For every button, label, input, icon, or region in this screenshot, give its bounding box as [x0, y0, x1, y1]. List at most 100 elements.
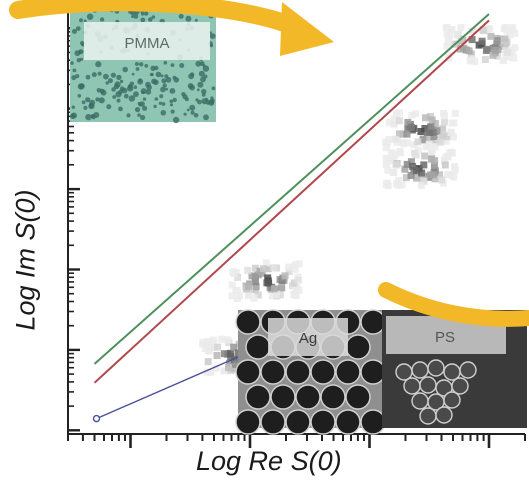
density-cell: [295, 260, 303, 268]
pmma-particle: [184, 97, 189, 102]
density-cell: [509, 26, 517, 34]
pmma-particle: [72, 68, 77, 73]
pmma-particle: [185, 15, 192, 22]
pmma-particle: [90, 114, 96, 119]
pmma-particle: [77, 83, 85, 90]
yellow-arrow-top: [9, 0, 334, 56]
ps-particle: [459, 361, 477, 379]
pmma-particle: [83, 19, 87, 23]
pmma-particle: [151, 15, 156, 19]
density-cell: [385, 118, 393, 126]
density-cell: [230, 343, 238, 351]
density-cell: [230, 270, 238, 277]
density-cell: [213, 352, 221, 359]
pmma-particle: [85, 97, 91, 103]
density-cell: [220, 350, 228, 358]
density-cell: [269, 292, 276, 300]
ag-inset: Ag: [235, 309, 386, 435]
density-cell: [395, 177, 402, 184]
ps-particle: [451, 377, 469, 395]
pmma-particle: [119, 79, 124, 84]
pmma-particle: [205, 99, 211, 105]
pmma-particle: [77, 94, 82, 98]
density-cell: [382, 154, 390, 162]
pmma-particle: [195, 60, 202, 67]
density-cell: [264, 265, 272, 273]
pmma-particle: [170, 63, 175, 67]
pmma-particle: [70, 61, 74, 65]
density-cell: [468, 36, 476, 44]
density-cell: [444, 153, 452, 161]
pmma-particle: [160, 110, 167, 116]
density-cell: [295, 286, 303, 294]
density-cell: [229, 364, 237, 372]
density-cell: [391, 135, 399, 143]
pmma-particle: [141, 90, 145, 95]
density-cell: [418, 169, 426, 177]
pmma-particle: [146, 84, 152, 91]
density-cell: [254, 291, 262, 299]
pmma-particle: [107, 78, 113, 84]
density-cell: [392, 110, 400, 118]
ag-particle: [295, 384, 321, 410]
pmma-particle: [134, 107, 141, 113]
density-cell: [412, 110, 420, 118]
ps-particle: [411, 361, 429, 379]
pmma-particle: [100, 89, 107, 96]
yellow-arrow-bottom: [378, 282, 529, 327]
density-cell: [407, 124, 415, 131]
pmma-particle: [85, 113, 92, 121]
density-cell: [443, 42, 451, 50]
pmma-particle: [137, 113, 141, 117]
pmma-particle: [188, 73, 195, 80]
ps-particle: [395, 363, 413, 381]
pmma-particle: [186, 108, 190, 112]
density-cell: [420, 161, 428, 169]
ps-particle: [419, 407, 437, 425]
pmma-particle: [159, 94, 164, 99]
density-cell: [489, 51, 497, 59]
pmma-particle: [210, 96, 214, 100]
density-cell: [390, 169, 398, 176]
density-cell: [506, 53, 514, 61]
density-cell: [278, 284, 286, 292]
density-cell: [501, 35, 509, 43]
density-cell: [396, 148, 404, 155]
density-cell: [468, 55, 476, 63]
ag-particle: [310, 359, 336, 385]
pmma-particle: [139, 62, 144, 67]
pmma-particle: [196, 88, 200, 92]
density-cell: [447, 171, 455, 179]
density-cell: [511, 44, 519, 52]
pmma-particle: [118, 106, 123, 112]
density-cell: [205, 338, 212, 345]
density-cell: [419, 136, 427, 144]
density-cell: [408, 111, 416, 119]
pmma-label: PMMA: [125, 35, 170, 52]
ps-particle: [427, 359, 445, 377]
density-cluster: [382, 146, 459, 190]
density-cell: [421, 152, 429, 160]
density-cell: [448, 26, 456, 34]
density-cell: [450, 133, 457, 141]
pmma-particle: [133, 13, 139, 19]
pmma-particle: [135, 67, 140, 71]
density-cell: [414, 146, 422, 154]
density-cell: [290, 279, 298, 287]
density-cell: [396, 130, 403, 138]
pmma-particle: [112, 95, 117, 99]
pmma-particle: [172, 97, 177, 103]
ps-texture: [395, 359, 477, 425]
density-cell: [291, 266, 299, 273]
ag-particle: [285, 409, 311, 435]
density-cell: [388, 150, 396, 158]
density-cell: [427, 171, 434, 179]
pmma-particle: [140, 17, 146, 23]
pmma-particle: [121, 87, 128, 94]
density-cell: [504, 48, 512, 56]
density-cell: [484, 45, 491, 53]
density-cell: [451, 109, 459, 117]
density-cell: [399, 140, 407, 148]
density-cell: [407, 158, 415, 166]
density-cell: [212, 364, 220, 372]
